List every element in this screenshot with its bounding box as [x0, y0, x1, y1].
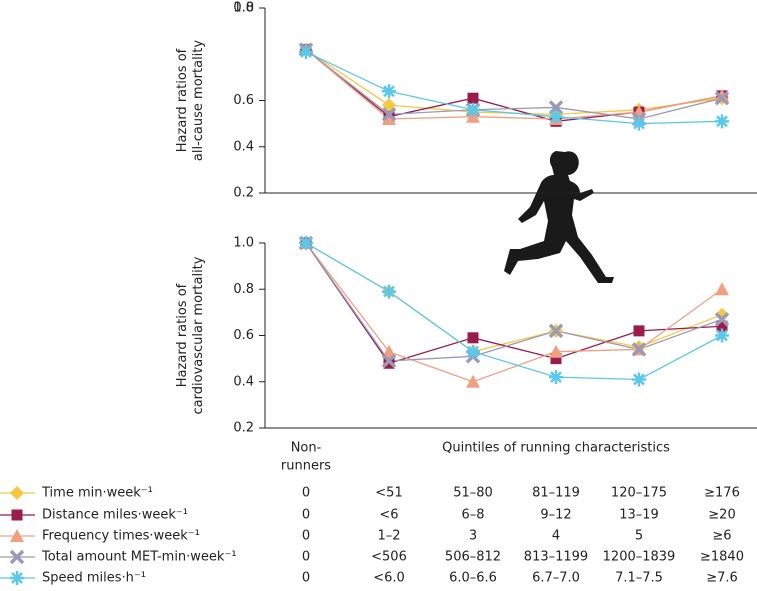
y-tick-label: 1.0	[233, 236, 254, 251]
marker	[550, 353, 562, 365]
legend-label: Total amount MET-min·week⁻¹	[41, 550, 237, 565]
y-axis-label-line: cardiovascular mortality	[191, 256, 206, 414]
marker	[632, 372, 646, 387]
y-tick-label: 0.4	[233, 139, 254, 154]
marker	[467, 332, 479, 344]
table-cell: 6.0–6.6	[449, 571, 497, 586]
y-axis-label-line: all-cause mortality	[191, 40, 206, 161]
table-cell: 0	[302, 571, 310, 586]
marker	[715, 114, 729, 129]
table-cell: ≥176	[704, 486, 740, 501]
y-tick-label: 0.6	[233, 328, 254, 343]
table-cell: 51–80	[453, 486, 493, 501]
series-line	[305, 49, 723, 120]
table-header: Quintiles of running characteristics	[442, 441, 670, 456]
y-axis-label: Hazard ratios ofall-cause mortality	[175, 40, 206, 161]
series-line	[305, 51, 723, 125]
table-cell: 3	[469, 529, 477, 544]
marker	[382, 112, 396, 125]
table-cell: 13–19	[619, 508, 659, 523]
table-cell: 6–8	[461, 508, 484, 523]
table-cell: 120–175	[611, 486, 667, 501]
table-cell: 1200–1839	[603, 550, 676, 565]
table-cell: 9–12	[540, 508, 571, 523]
series-line	[305, 242, 723, 365]
table-cell: ≥7.6	[706, 571, 738, 586]
table-cell: 0	[302, 529, 310, 544]
table-cell: ≥20	[708, 508, 735, 523]
marker	[382, 284, 396, 299]
marker	[382, 344, 396, 358]
table-cell: ≥6	[712, 529, 731, 544]
marker	[467, 92, 479, 104]
marker	[549, 344, 563, 358]
y-axis-label-line: Hazard ratios of	[175, 48, 190, 152]
marker	[549, 370, 563, 385]
series-line	[305, 242, 723, 383]
marker	[466, 102, 480, 117]
series-line	[305, 49, 723, 120]
marker	[548, 323, 564, 339]
marker	[633, 325, 645, 337]
legend-label: Speed miles·h⁻¹	[42, 571, 146, 586]
y-axis-label: Hazard ratios ofcardiovascular mortality	[175, 256, 206, 414]
table-cell: 81–119	[532, 486, 580, 501]
y-tick-label: 0.2	[233, 186, 254, 201]
table-cell: 4	[552, 529, 560, 544]
series-line	[305, 49, 723, 122]
table-cell: 5	[635, 529, 643, 544]
series-line	[305, 242, 723, 381]
table-cell: <506	[371, 550, 407, 565]
table-cell: 0	[302, 508, 310, 523]
marker	[466, 344, 480, 359]
marker	[631, 342, 647, 357]
table-cell: 813–1199	[524, 550, 588, 565]
marker	[382, 84, 396, 99]
y-tick-label: 0.4	[233, 374, 254, 389]
table-cell: 0	[302, 550, 310, 565]
marker	[632, 116, 646, 131]
legend-marker	[10, 571, 24, 585]
marker	[714, 90, 730, 106]
table-header: runners	[281, 459, 331, 474]
legend-label: Time min·week⁻¹	[41, 486, 153, 501]
table-cell: <51	[375, 486, 402, 501]
marker	[299, 44, 313, 59]
table-header: Non-	[291, 441, 322, 456]
marker	[549, 109, 563, 124]
legend-label: Frequency times·week⁻¹	[42, 529, 200, 544]
marker	[716, 320, 728, 332]
table-cell: 506–812	[445, 550, 501, 565]
marker	[715, 88, 729, 102]
legend-label: Distance miles·week⁻¹	[42, 508, 188, 523]
table-cell: ≥1840	[700, 550, 744, 565]
y-tick-label: 0.6	[233, 93, 254, 108]
y-tick-label: 1.0	[233, 1, 254, 16]
y-tick-label: 0.8	[233, 1, 254, 16]
legend-marker	[11, 509, 23, 521]
y-axis-label-line: Hazard ratios of	[175, 283, 190, 387]
series-line	[305, 242, 723, 362]
legend-marker	[10, 486, 24, 500]
marker	[381, 353, 397, 369]
marker	[381, 107, 397, 122]
legend-marker	[9, 549, 25, 565]
legend-marker	[10, 529, 24, 542]
table-cell: <6.0	[373, 571, 405, 586]
marker	[466, 374, 480, 388]
marker	[715, 282, 729, 296]
y-tick-label: 0.8	[233, 282, 254, 297]
marker	[715, 328, 729, 343]
table-cell: 0	[302, 486, 310, 501]
table-cell: <6	[379, 508, 398, 523]
marker	[299, 236, 313, 250]
marker	[714, 312, 730, 327]
table-cell: 6.7–7.0	[532, 571, 580, 586]
table-cell: 7.1–7.5	[615, 571, 663, 586]
y-tick-label: 0.2	[233, 421, 254, 436]
table-cell: 1–2	[377, 529, 400, 544]
runner-silhouette	[504, 151, 614, 283]
